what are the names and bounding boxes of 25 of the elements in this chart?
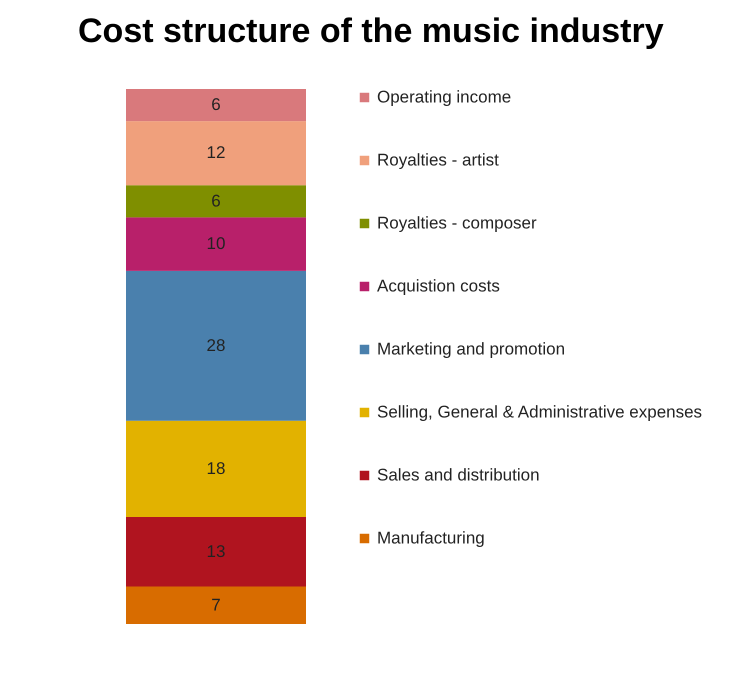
data-label: 12: [206, 143, 226, 162]
legend-label: Sales and distribution: [377, 466, 540, 484]
bar: [126, 89, 306, 122]
bar: [126, 517, 306, 587]
legend-label: Acquistion costs: [377, 276, 500, 296]
legend-label: Royalties - artist: [377, 150, 500, 170]
data-label: 6: [211, 191, 221, 210]
bar: [126, 420, 306, 517]
data-label: 10: [206, 234, 226, 254]
data-label: 6: [211, 95, 221, 114]
data-label: 7: [211, 595, 221, 614]
data-label: 18: [206, 458, 226, 478]
bar: [126, 185, 306, 218]
bar: [126, 270, 306, 421]
legend-label: Royalties - composer: [377, 214, 538, 232]
bar: [126, 121, 306, 186]
legend-label: Selling, General & Administrative expenses: [377, 402, 702, 422]
legend-label: Operating income: [377, 88, 512, 106]
chart-title: Cost structure of the music industry: [78, 12, 664, 50]
data-label: 28: [206, 336, 226, 355]
bar: [126, 586, 306, 624]
data-label: 13: [206, 542, 226, 561]
legend-label: Marketing and promotion: [377, 340, 566, 358]
bar: [126, 217, 306, 271]
legend-label: Manufacturing: [377, 528, 485, 548]
